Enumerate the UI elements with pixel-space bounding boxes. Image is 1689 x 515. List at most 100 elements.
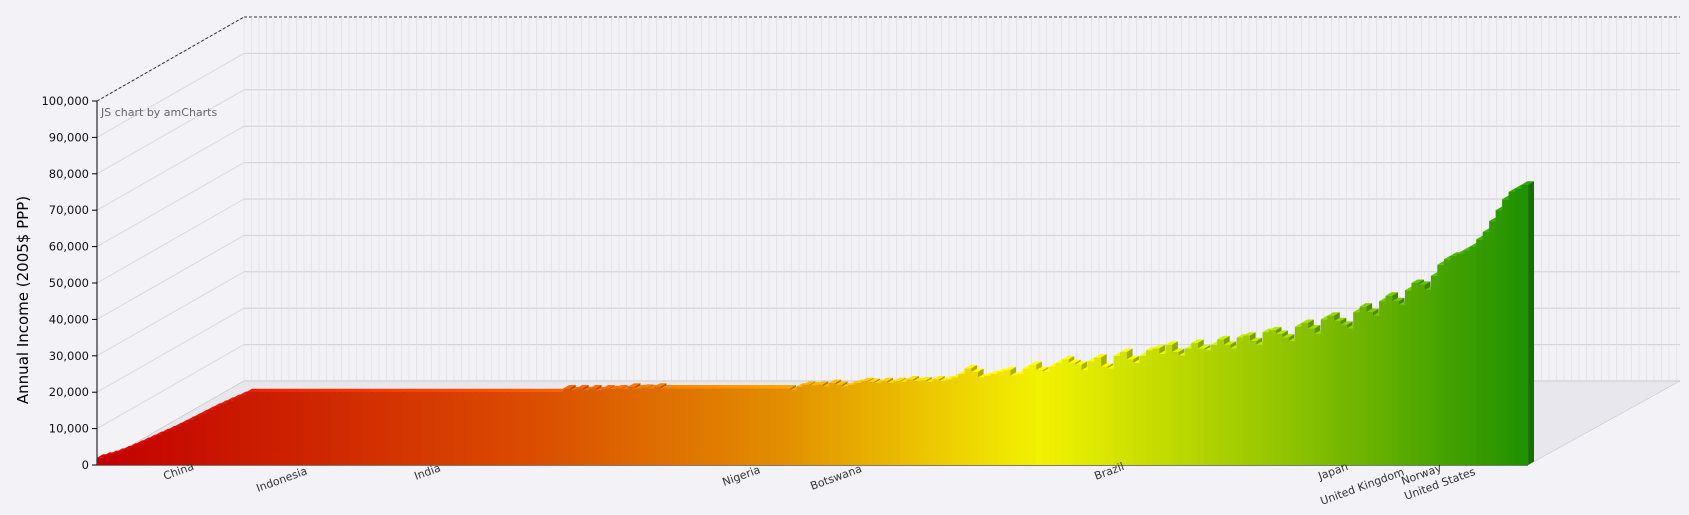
category-label: Indonesia [255,464,309,494]
bar-top [1333,317,1347,322]
bar-top [388,388,401,393]
bar-front [1139,355,1147,465]
bar-front [1035,370,1043,465]
bar-front [543,392,551,465]
side-gridline [96,125,245,211]
bar-top [686,385,699,389]
bar-top [1217,335,1230,340]
bar-front [330,392,337,465]
bar-top [381,388,395,393]
bar-front [1521,184,1529,465]
bar-top [783,385,796,389]
bar-top [673,385,686,389]
bar-front [466,392,473,465]
bar-front [349,392,357,465]
y-tick-label: 0 [82,458,89,472]
bar-front [835,384,843,465]
bar-top [712,385,725,389]
bar-top [705,385,719,389]
bar-front [537,392,545,465]
bar-front [278,392,286,465]
bar-top [291,388,304,393]
bar-front [906,379,914,465]
bar-front [1184,348,1192,465]
bar-front [433,392,441,465]
y-tick-label: 50,000 [49,276,89,290]
bar-top [330,388,343,393]
bar-front [1469,246,1477,465]
bar-front [245,392,253,465]
bar-front [925,382,933,465]
bar-front [1411,283,1419,465]
bar-top [1074,361,1088,365]
bar-top [738,385,751,389]
bar-front [1178,355,1186,465]
top-edge [96,16,245,102]
bar-front [1262,332,1270,465]
bar-front [1191,343,1199,465]
bar-front [770,388,778,465]
bar-front [692,388,700,465]
bar-front [757,388,765,465]
bar-front [1197,348,1205,465]
bar-front [1294,326,1302,465]
bar-front [174,426,182,465]
bar-front [1437,264,1445,465]
bar-top [440,388,453,393]
bar-front [1217,339,1225,465]
bar-top [472,388,486,393]
bar-front [239,395,247,465]
bar-top [517,388,531,393]
bar-front [1009,375,1017,465]
bar-top [394,388,408,393]
bar-front [343,392,350,465]
bar-top [1249,337,1263,342]
bar-front [1404,290,1412,465]
bar-front [1249,341,1257,465]
bar-front [97,457,104,465]
bar-front [1508,192,1516,465]
bar-front [589,388,596,465]
bar-front [556,392,564,465]
bar-front [252,392,260,465]
bar-top [699,385,712,389]
bar-front [1061,359,1069,465]
bar-top [1385,292,1399,296]
bar-top [660,385,673,389]
bar-front [1443,259,1451,465]
bar-front [109,454,117,465]
y-tick-label: 40,000 [49,312,89,326]
bar-top [893,377,906,382]
bar-front [1152,348,1160,465]
bar-front [1456,253,1464,465]
bar-front [1171,352,1179,465]
bar-top [563,385,576,389]
bar-front [550,392,558,465]
bar-front [1430,275,1438,465]
bar-top [466,388,479,393]
bar-top [1094,354,1107,358]
bar-front [1359,306,1367,465]
bar-front [951,377,959,465]
bar-top [420,388,434,393]
bar-front [660,388,668,465]
bar-front [232,398,240,465]
y-tick-label: 60,000 [49,240,89,254]
bar-top [906,375,919,380]
bars [97,181,1534,466]
bar-front [1243,335,1250,465]
bar-top [763,385,777,389]
bar-top [1417,281,1431,285]
bar-top [550,388,563,393]
bar-front [220,403,227,465]
bar-top [491,388,505,393]
bar-top [802,381,816,385]
y-tick-label: 70,000 [49,203,89,217]
bar-front [194,416,202,465]
bar-front [155,435,163,465]
bar-front [634,388,642,465]
bar-front [640,387,648,465]
bar-front [1417,284,1425,465]
bar-front [1223,344,1231,465]
